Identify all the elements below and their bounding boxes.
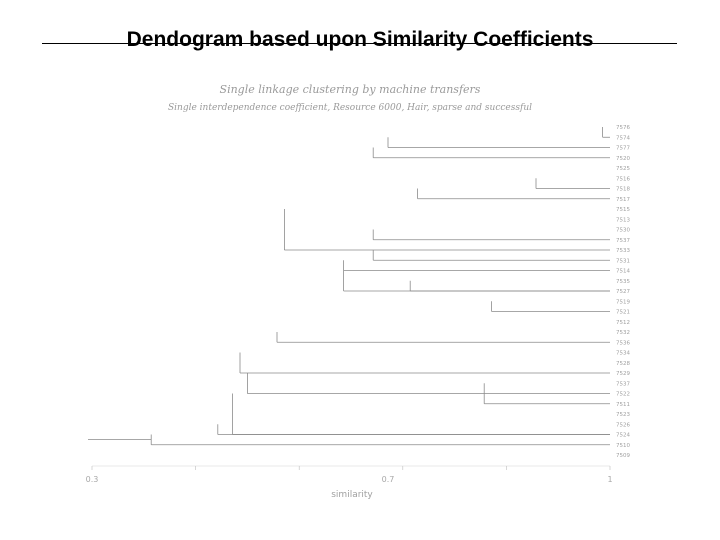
leaf-label: 7576 [616,125,630,131]
leaf-label: 7530 [616,228,630,234]
leaf-label: 7515 [616,207,630,213]
merge-16 [232,393,610,435]
x-tick-label: 0.3 [86,475,99,484]
leaf-label: 7520 [616,156,630,162]
merge-15 [483,383,610,405]
leaf-label: 7537 [616,381,630,387]
leaf-label: 7521 [616,310,630,316]
leaf-label: 7523 [616,412,630,418]
title-underline [42,43,677,44]
leaf-label: 7514 [616,269,630,275]
merge-7 [372,250,610,261]
leaf-label: 7519 [616,299,630,305]
merge-18 [150,434,610,446]
merge-2 [372,147,610,159]
leaf-label: 7518 [616,187,630,193]
leaf-label: 7512 [616,320,630,326]
merge-9 [343,270,610,292]
leaf-label: 7524 [616,433,630,439]
merge-17 [217,424,610,435]
x-tick-label: 1 [607,475,612,484]
leaf-label: 7533 [616,248,630,254]
leaf-label: 7527 [616,289,630,295]
merge-11 [491,301,610,312]
merge-12 [276,332,610,343]
leaf-label: 7516 [616,176,630,182]
leaf-label: 7535 [616,279,630,285]
merge-1 [387,137,610,148]
leaf-label: 7577 [616,146,630,152]
leaf-label: 7529 [616,371,630,377]
leaf-label: 7526 [616,422,630,428]
merge-14 [246,373,610,394]
x-axis-label: similarity [331,490,373,500]
slide-title: Dendogram based upon Similarity Coeffici… [126,28,594,51]
chart-title: Single linkage clustering by machine tra… [220,83,481,96]
merge-13 [239,352,610,374]
leaf-label: 7509 [616,453,630,459]
merge-3 [535,178,610,189]
merge-5 [283,209,610,251]
leaf-labels: 7576 7574 7577 7520 7525 7516 7518 7517 7515 7513… [616,125,630,459]
leaf-label: 7513 [616,217,630,223]
leaf-label: 7522 [616,392,630,398]
merge-8 [343,260,610,271]
merge-lines [88,127,610,446]
leaf-label: 7531 [616,258,630,264]
leaf-label: 7574 [616,135,630,141]
leaf-label: 7511 [616,402,630,408]
leaf-label: 7536 [616,340,630,346]
leaf-label: 7517 [616,197,630,203]
leaf-label: 7510 [616,443,630,449]
merge-4 [417,188,610,200]
x-axis: 0.3 0.7 1 [86,465,613,484]
merge-6 [372,229,610,241]
leaf-label: 7534 [616,351,630,357]
leaf-label: 7525 [616,166,630,172]
x-tick-label: 0.7 [382,475,395,484]
chart-subtitle: Single interdependence coefficient, Reso… [168,103,532,113]
leaf-label: 7528 [616,361,630,367]
leaf-label: 7532 [616,330,630,336]
leaf-label: 7537 [616,238,630,244]
merge-0 [602,127,610,138]
merge-10 [409,280,610,292]
